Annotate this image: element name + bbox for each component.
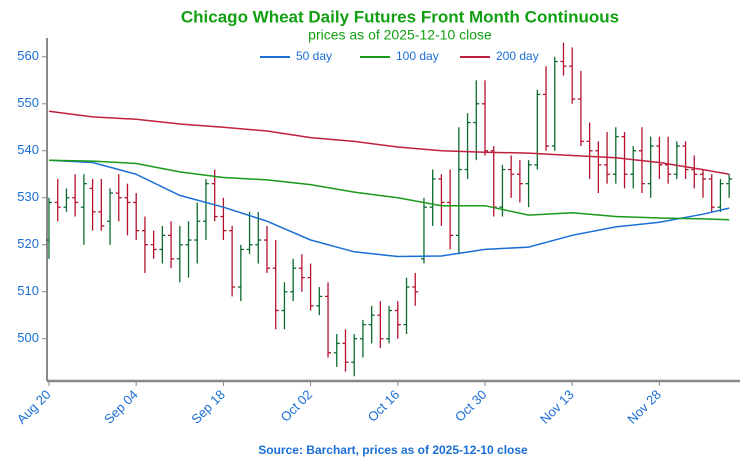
x-tick-label: Sep 04	[101, 387, 141, 427]
y-tick-label: 510	[17, 283, 39, 298]
y-tick-label: 520	[17, 236, 39, 251]
legend-label: 200 day	[496, 49, 539, 63]
y-tick-label: 550	[17, 95, 39, 110]
chart-title: Chicago Wheat Daily Futures Front Month …	[181, 7, 619, 26]
x-tick-label: Oct 02	[277, 387, 315, 425]
moving-average-line	[48, 159, 730, 221]
source-note: Source: Barchart, prices as of 2025-12-1…	[258, 443, 528, 457]
x-tick-label: Oct 16	[365, 387, 403, 425]
x-tick-label: Oct 30	[452, 387, 490, 425]
y-tick-label: 540	[17, 142, 39, 157]
y-tick-label: 500	[17, 330, 39, 345]
moving-average-line	[48, 159, 730, 258]
x-tick-label: Nov 13	[537, 387, 577, 427]
x-tick-label: Nov 28	[624, 387, 664, 427]
legend-label: 50 day	[296, 49, 332, 63]
moving-average-line	[48, 110, 730, 176]
x-tick-label: Sep 18	[188, 387, 228, 427]
y-tick-label: 530	[17, 189, 39, 204]
legend-label: 100 day	[396, 49, 439, 63]
y-tick-label: 560	[17, 48, 39, 63]
chart-subtitle: prices as of 2025-12-10 close	[308, 27, 492, 43]
x-tick-label: Aug 20	[14, 387, 54, 427]
